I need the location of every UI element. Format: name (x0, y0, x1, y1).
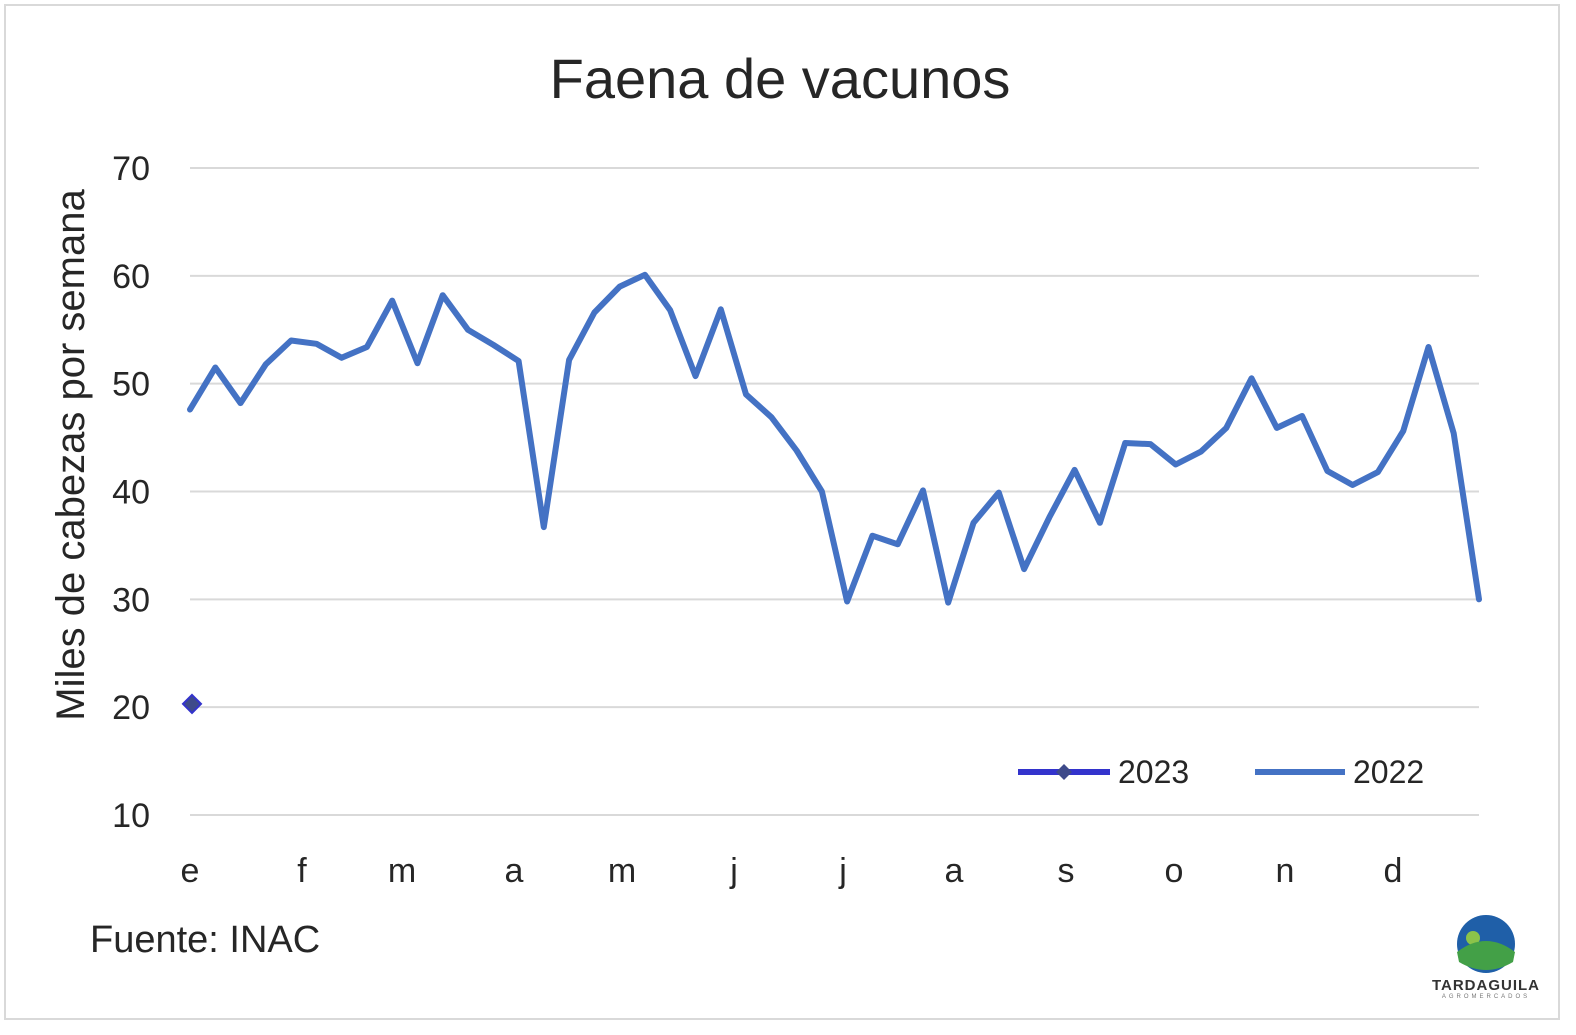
x-tick-5: j (729, 852, 738, 890)
legend: 2023 2022 (1018, 754, 1424, 790)
x-tick-10: n (1276, 852, 1295, 890)
x-tick-4: m (608, 852, 636, 890)
x-tick-1: f (297, 852, 307, 890)
y-tick-labels: 10 20 30 40 50 60 70 (112, 150, 150, 835)
chart-title: Faena de vacunos (550, 47, 1011, 110)
legend-marker-2023 (1056, 764, 1072, 780)
legend-label-2023: 2023 (1118, 754, 1189, 790)
y-axis-label: Miles de cabezas por semana (49, 189, 93, 721)
series-line-2022 (187, 271, 1482, 606)
y-tick-40: 40 (112, 474, 150, 512)
series-point-2023-0 (181, 693, 203, 715)
x-tick-7: a (945, 852, 964, 890)
x-tick-8: s (1058, 852, 1075, 890)
series-group (181, 271, 1482, 715)
logo-hill-icon (1457, 941, 1515, 970)
logo-sun-icon (1466, 931, 1480, 945)
x-tick-9: o (1165, 852, 1184, 890)
y-tick-30: 30 (112, 581, 150, 619)
legend-label-2022: 2022 (1353, 754, 1424, 790)
logo-subtitle: AGROMERCADOS (1442, 994, 1530, 1000)
x-tick-6: j (838, 852, 847, 890)
x-tick-11: d (1384, 852, 1403, 890)
logo-name: TARDAGUILA (1432, 977, 1540, 994)
y-tick-10: 10 (112, 797, 150, 835)
gridlines (190, 167, 1479, 816)
y-tick-60: 60 (112, 258, 150, 296)
y-tick-20: 20 (112, 689, 150, 727)
y-tick-50: 50 (112, 366, 150, 404)
tardaguila-logo: TARDAGUILA AGROMERCADOS (1432, 915, 1540, 1000)
source-note: Fuente: INAC (90, 919, 320, 961)
chart-frame (4, 4, 1560, 1020)
y-tick-70: 70 (112, 150, 150, 188)
x-tick-3: a (505, 852, 524, 890)
x-tick-2: m (388, 852, 416, 890)
x-tick-0: e (181, 852, 200, 890)
